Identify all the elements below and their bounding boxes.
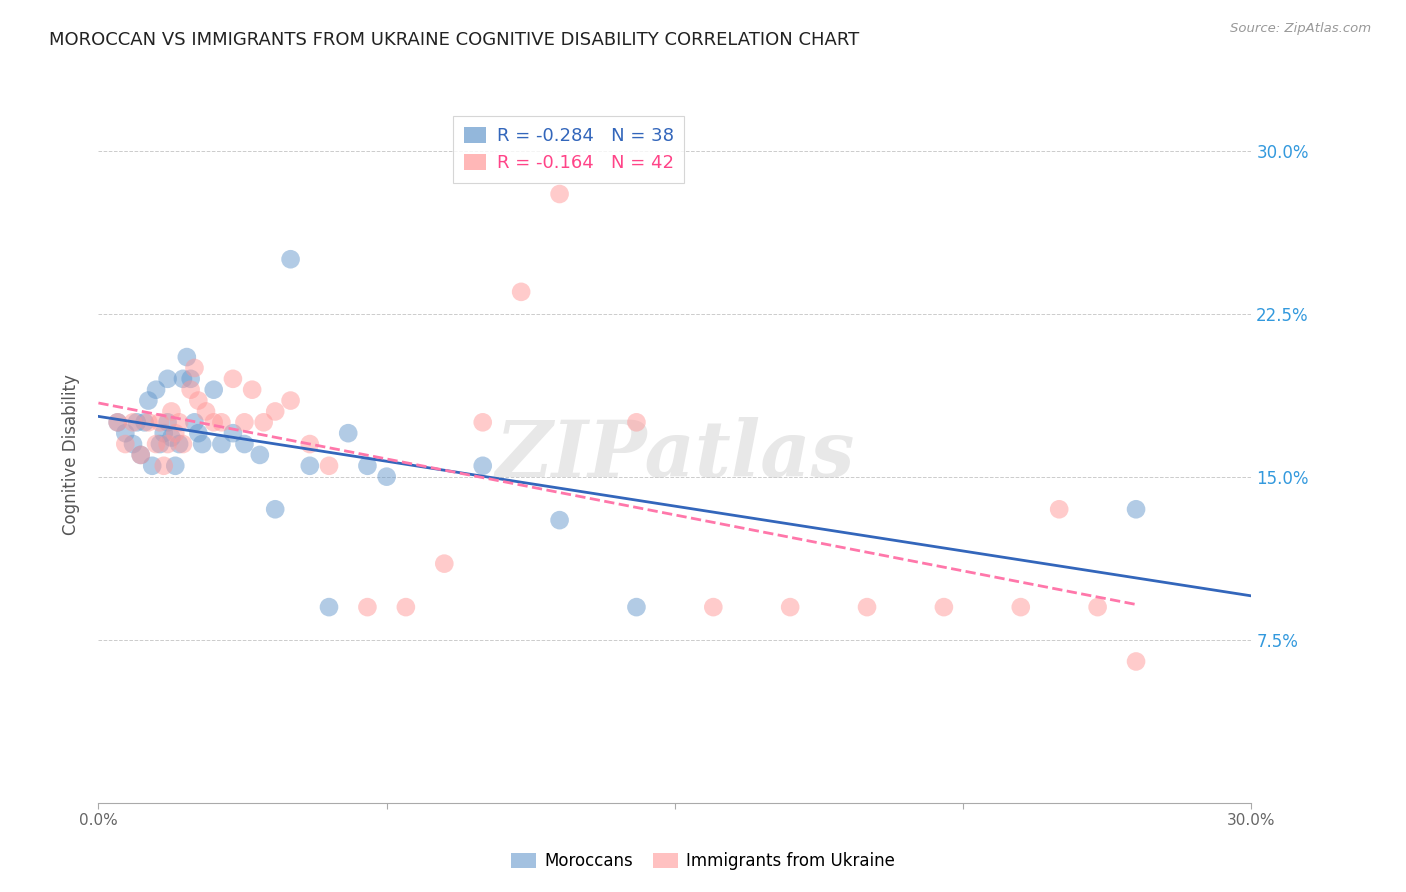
Point bbox=[156, 415, 179, 429]
Point bbox=[138, 415, 160, 429]
Point bbox=[249, 448, 271, 462]
Point bbox=[233, 437, 256, 451]
Legend: R = -0.284   N = 38, R = -0.164   N = 42: R = -0.284 N = 38, R = -0.164 N = 42 bbox=[453, 116, 685, 183]
Point bbox=[172, 437, 194, 451]
Point bbox=[134, 415, 156, 429]
Point bbox=[264, 404, 287, 418]
Point bbox=[253, 415, 276, 429]
Point bbox=[114, 437, 136, 451]
Point bbox=[548, 513, 571, 527]
Point bbox=[1010, 600, 1032, 615]
Point bbox=[395, 600, 418, 615]
Point bbox=[1087, 600, 1109, 615]
Point bbox=[195, 404, 218, 418]
Point bbox=[356, 600, 378, 615]
Point bbox=[176, 350, 198, 364]
Point bbox=[156, 372, 179, 386]
Point bbox=[318, 458, 340, 473]
Point bbox=[856, 600, 879, 615]
Point bbox=[240, 383, 263, 397]
Point bbox=[114, 426, 136, 441]
Point bbox=[183, 415, 205, 429]
Point bbox=[298, 458, 321, 473]
Point bbox=[548, 186, 571, 201]
Point bbox=[1047, 502, 1070, 516]
Point bbox=[779, 600, 801, 615]
Point bbox=[280, 393, 302, 408]
Point bbox=[233, 415, 256, 429]
Point bbox=[180, 372, 202, 386]
Point bbox=[626, 415, 648, 429]
Point bbox=[187, 426, 209, 441]
Point bbox=[167, 415, 190, 429]
Point bbox=[183, 360, 205, 375]
Point bbox=[187, 393, 209, 408]
Point bbox=[156, 437, 179, 451]
Legend: Moroccans, Immigrants from Ukraine: Moroccans, Immigrants from Ukraine bbox=[505, 846, 901, 877]
Point bbox=[149, 437, 172, 451]
Y-axis label: Cognitive Disability: Cognitive Disability bbox=[62, 375, 80, 535]
Point bbox=[222, 426, 245, 441]
Point bbox=[160, 431, 183, 445]
Point bbox=[180, 383, 202, 397]
Point bbox=[122, 415, 145, 429]
Point bbox=[129, 448, 152, 462]
Point bbox=[471, 458, 494, 473]
Point bbox=[145, 437, 167, 451]
Point bbox=[145, 383, 167, 397]
Point bbox=[932, 600, 955, 615]
Point bbox=[471, 415, 494, 429]
Point bbox=[202, 415, 225, 429]
Point bbox=[626, 600, 648, 615]
Text: Source: ZipAtlas.com: Source: ZipAtlas.com bbox=[1230, 22, 1371, 36]
Point bbox=[107, 415, 129, 429]
Point bbox=[202, 383, 225, 397]
Point bbox=[375, 469, 398, 483]
Point bbox=[160, 404, 183, 418]
Point bbox=[122, 437, 145, 451]
Point bbox=[141, 458, 163, 473]
Point bbox=[337, 426, 360, 441]
Point bbox=[356, 458, 378, 473]
Point bbox=[280, 252, 302, 267]
Point bbox=[152, 426, 174, 441]
Point bbox=[152, 458, 174, 473]
Point bbox=[222, 372, 245, 386]
Text: MOROCCAN VS IMMIGRANTS FROM UKRAINE COGNITIVE DISABILITY CORRELATION CHART: MOROCCAN VS IMMIGRANTS FROM UKRAINE COGN… bbox=[49, 31, 859, 49]
Point bbox=[702, 600, 724, 615]
Point bbox=[209, 437, 232, 451]
Text: ZIPatlas: ZIPatlas bbox=[495, 417, 855, 493]
Point bbox=[510, 285, 533, 299]
Point bbox=[172, 372, 194, 386]
Point bbox=[165, 426, 187, 441]
Point bbox=[1125, 502, 1147, 516]
Point bbox=[129, 448, 152, 462]
Point bbox=[298, 437, 321, 451]
Point bbox=[1125, 655, 1147, 669]
Point bbox=[167, 437, 190, 451]
Point bbox=[191, 437, 214, 451]
Point bbox=[149, 415, 172, 429]
Point bbox=[138, 393, 160, 408]
Point bbox=[209, 415, 232, 429]
Point bbox=[165, 458, 187, 473]
Point bbox=[318, 600, 340, 615]
Point bbox=[125, 415, 148, 429]
Point bbox=[107, 415, 129, 429]
Point bbox=[433, 557, 456, 571]
Point bbox=[264, 502, 287, 516]
